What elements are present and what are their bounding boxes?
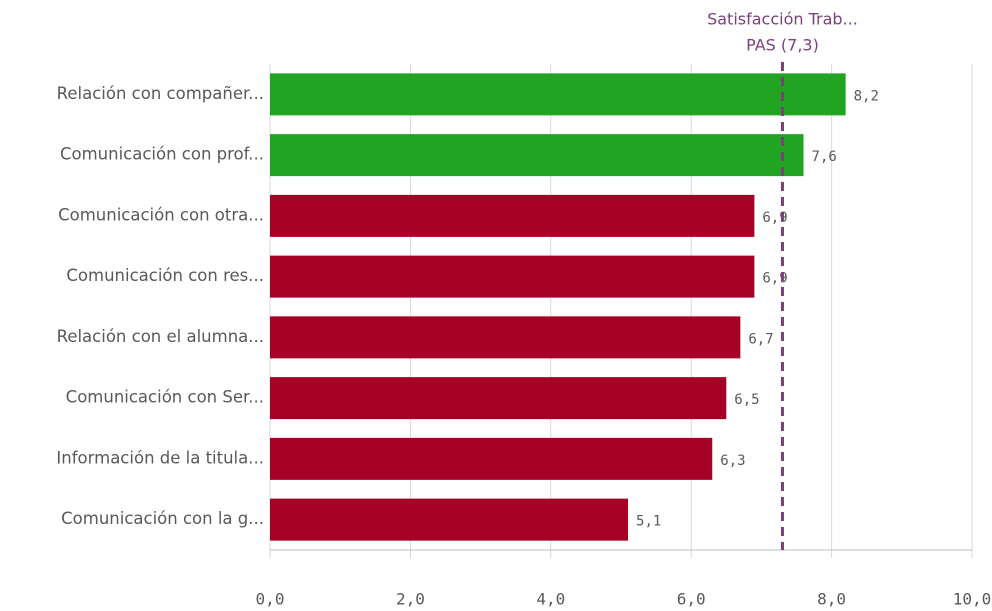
value-label: 8,2 bbox=[854, 88, 879, 104]
bar bbox=[270, 255, 755, 298]
x-tick-label: 2,0 bbox=[396, 590, 425, 609]
value-label: 6,5 bbox=[734, 392, 759, 408]
bar bbox=[270, 377, 727, 420]
value-label: 6,7 bbox=[748, 331, 773, 347]
bar bbox=[270, 194, 755, 237]
y-tick-label: Relación con el alumna... bbox=[57, 327, 264, 346]
x-tick-label: 10,0 bbox=[953, 590, 992, 609]
bar bbox=[270, 498, 629, 541]
value-label: 7,6 bbox=[812, 149, 837, 165]
bar bbox=[270, 437, 713, 480]
y-tick-label: Información de la titula... bbox=[56, 448, 264, 467]
y-tick-label: Comunicación con Ser... bbox=[66, 388, 264, 407]
value-label: 5,1 bbox=[636, 514, 661, 530]
y-tick-label: Comunicación con prof... bbox=[60, 145, 264, 164]
value-label: 6,3 bbox=[720, 453, 745, 469]
y-tick-label: Comunicación con res... bbox=[66, 266, 264, 285]
bar bbox=[270, 134, 804, 177]
bar bbox=[270, 316, 741, 359]
bar bbox=[270, 73, 846, 116]
x-tick-label: 8,0 bbox=[817, 590, 846, 609]
reference-label: PAS (7,3) bbox=[746, 36, 819, 55]
x-tick-label: 0,0 bbox=[256, 590, 285, 609]
y-tick-label: Relación con compañer... bbox=[57, 84, 264, 103]
reference-label: Satisfacción Trab... bbox=[707, 10, 858, 29]
y-tick-label: Comunicación con otra... bbox=[58, 205, 264, 224]
x-tick-label: 4,0 bbox=[536, 590, 565, 609]
y-tick-label: Comunicación con la g... bbox=[61, 509, 264, 528]
x-tick-label: 6,0 bbox=[677, 590, 706, 609]
